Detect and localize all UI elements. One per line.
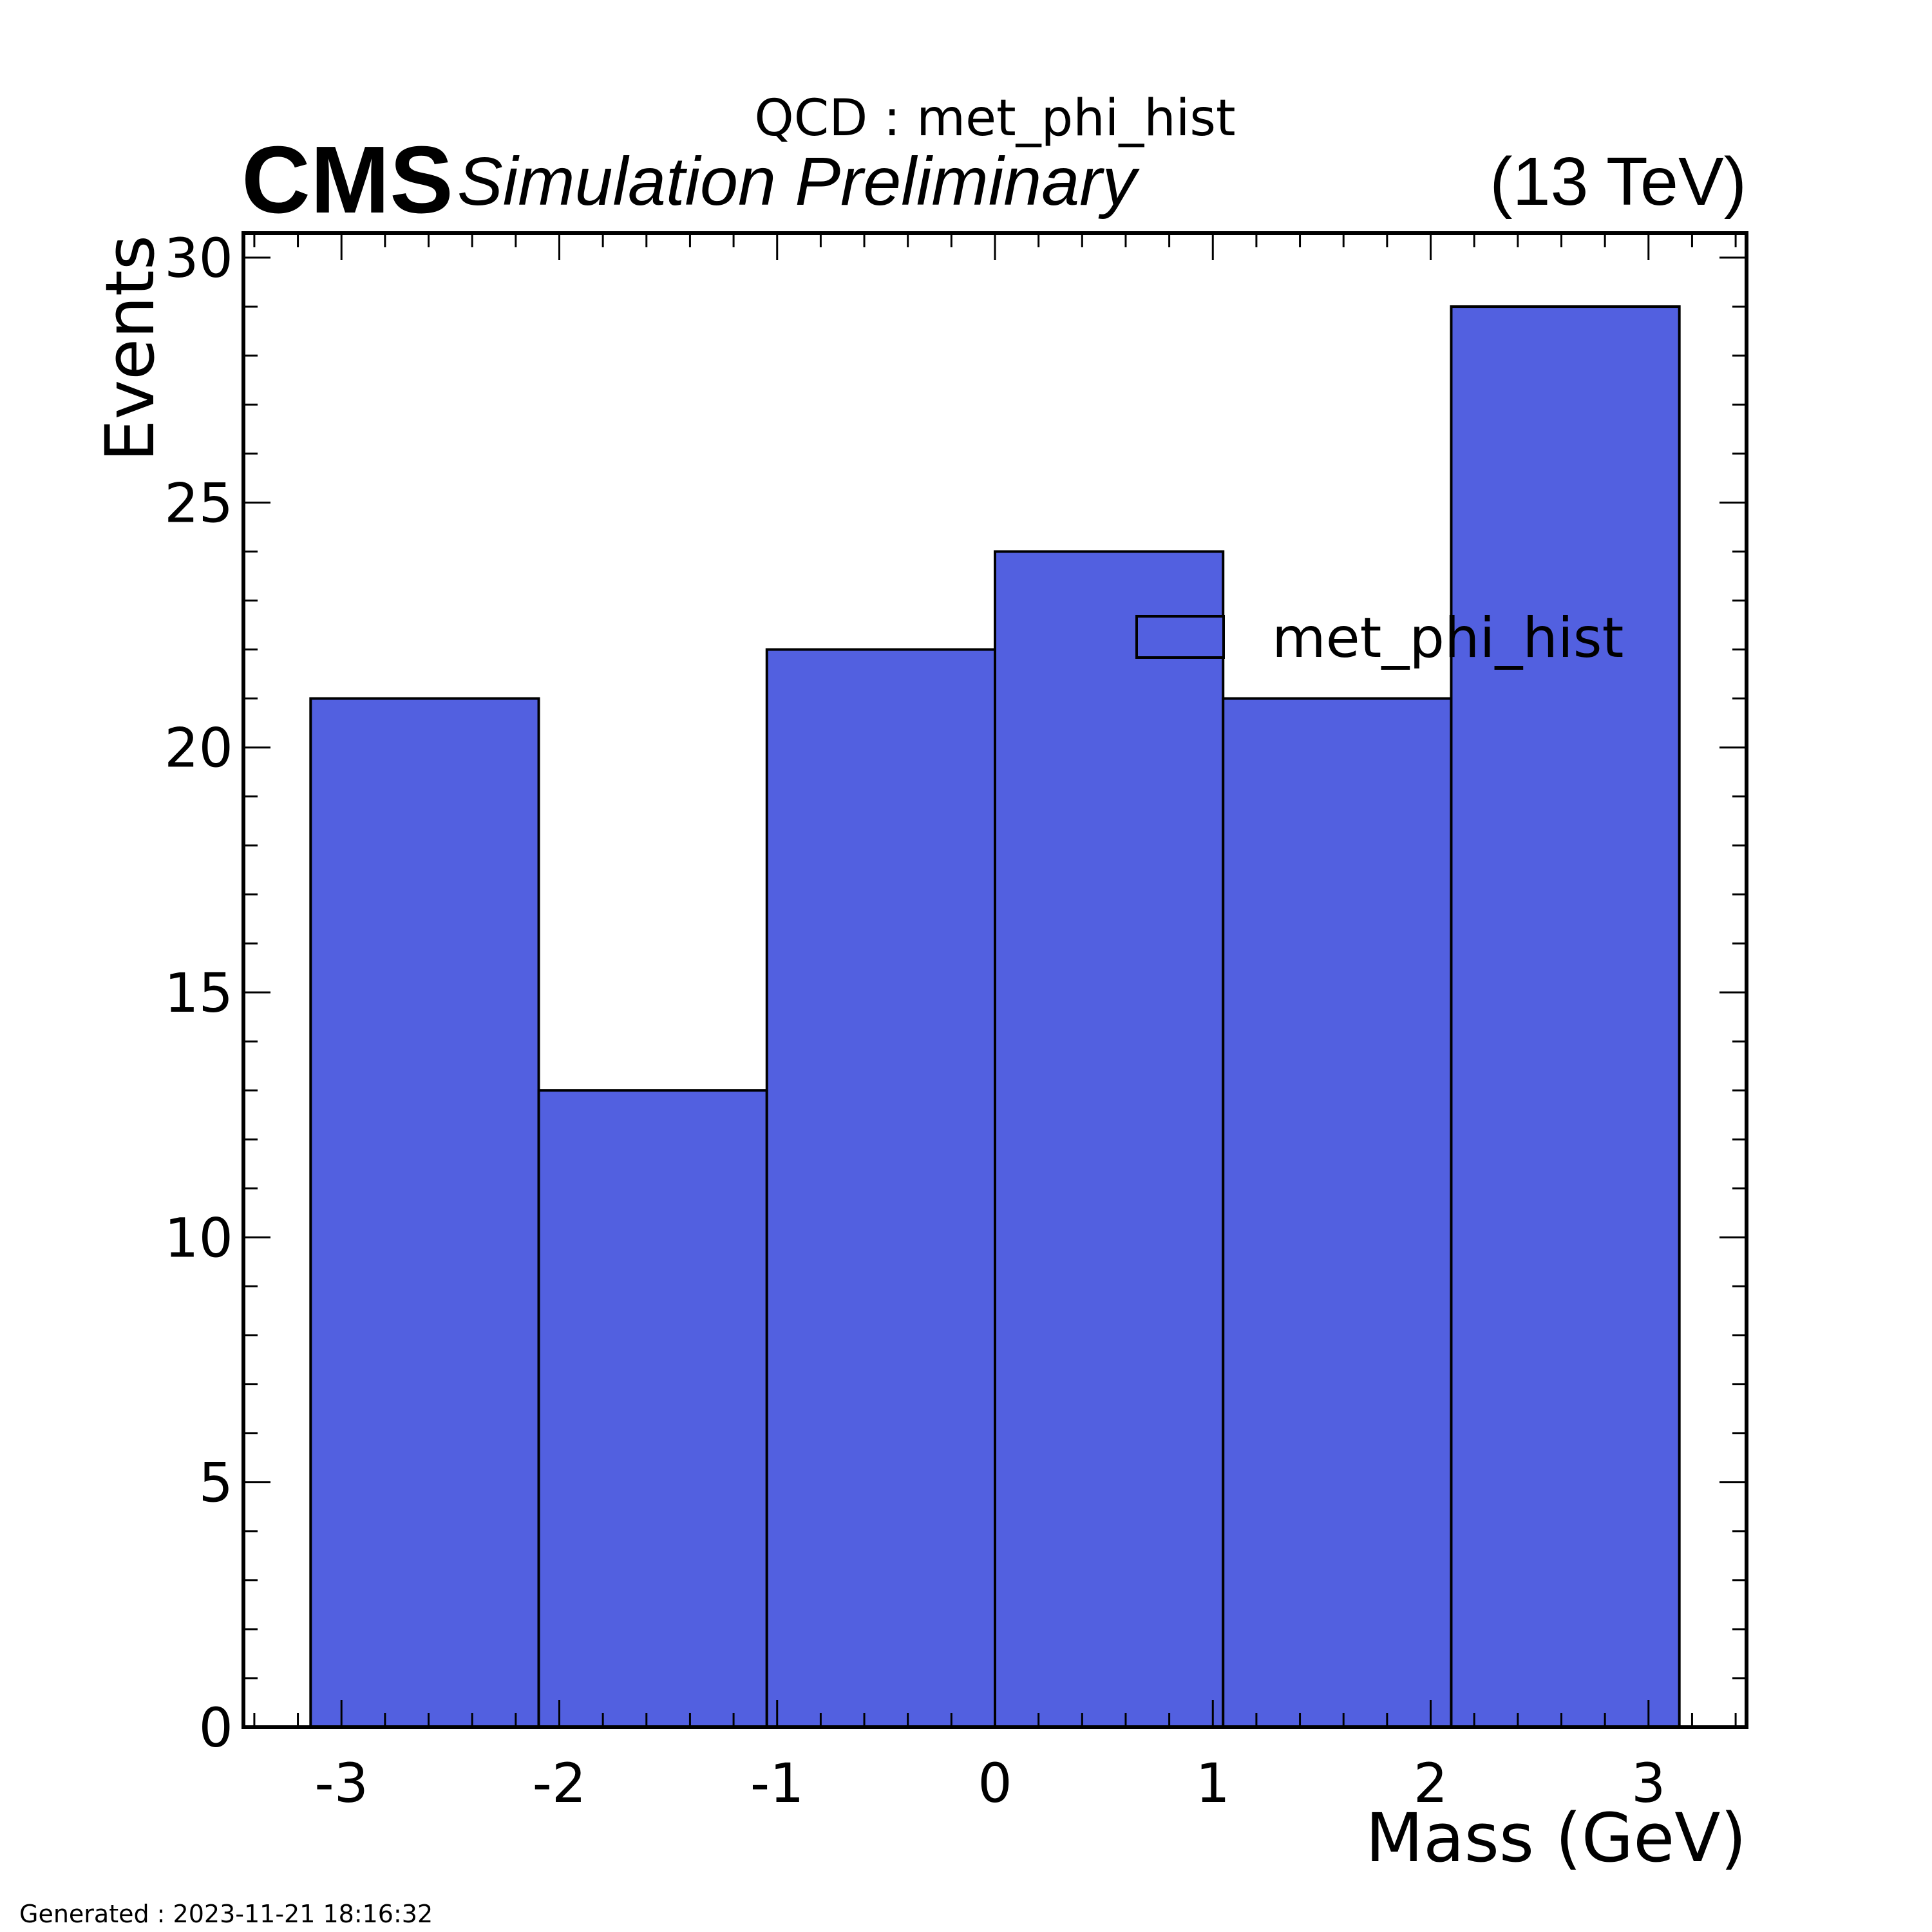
plot-frame — [242, 231, 1748, 1729]
x-tick-label: -2 — [533, 1752, 587, 1815]
histogram-bin — [537, 1089, 768, 1729]
x-tick-label: 0 — [978, 1752, 1012, 1815]
energy-label: (13 TeV) — [1490, 144, 1747, 220]
histogram-bin — [1222, 697, 1453, 1728]
x-tick-label: -1 — [750, 1752, 804, 1815]
plot-title: QCD : met_phi_hist — [754, 90, 1235, 147]
x-tick-label: -3 — [314, 1752, 368, 1815]
legend: met_phi_hist — [1135, 606, 1624, 670]
legend-swatch — [1135, 615, 1225, 659]
y-tick-label: 10 — [164, 1206, 233, 1269]
histogram-bin — [994, 550, 1225, 1728]
x-tick-label: 1 — [1196, 1752, 1230, 1815]
axis-ticks — [243, 233, 1747, 1728]
x-axis-label: Mass (GeV) — [1365, 1799, 1747, 1877]
histogram-bin — [1450, 305, 1681, 1728]
histogram-bin — [309, 697, 540, 1728]
y-tick-label: 0 — [199, 1696, 233, 1759]
y-tick-label: 15 — [164, 961, 233, 1025]
simulation-label: Simulation Preliminary — [457, 144, 1140, 220]
y-tick-label: 20 — [164, 717, 233, 780]
y-tick-label: 25 — [164, 471, 233, 535]
y-tick-label: 30 — [164, 227, 233, 290]
x-tick-label: 2 — [1414, 1752, 1448, 1815]
histogram-bars — [309, 305, 1681, 1729]
cms-label: CMS — [242, 127, 453, 233]
histogram-bin — [765, 648, 996, 1728]
generated-timestamp: Generated : 2023-11-21 18:16:32 — [19, 1900, 433, 1928]
y-axis-label: Events — [91, 235, 169, 462]
y-tick-label: 5 — [199, 1452, 233, 1515]
legend-label: met_phi_hist — [1272, 606, 1624, 670]
x-tick-label: 3 — [1631, 1752, 1665, 1815]
